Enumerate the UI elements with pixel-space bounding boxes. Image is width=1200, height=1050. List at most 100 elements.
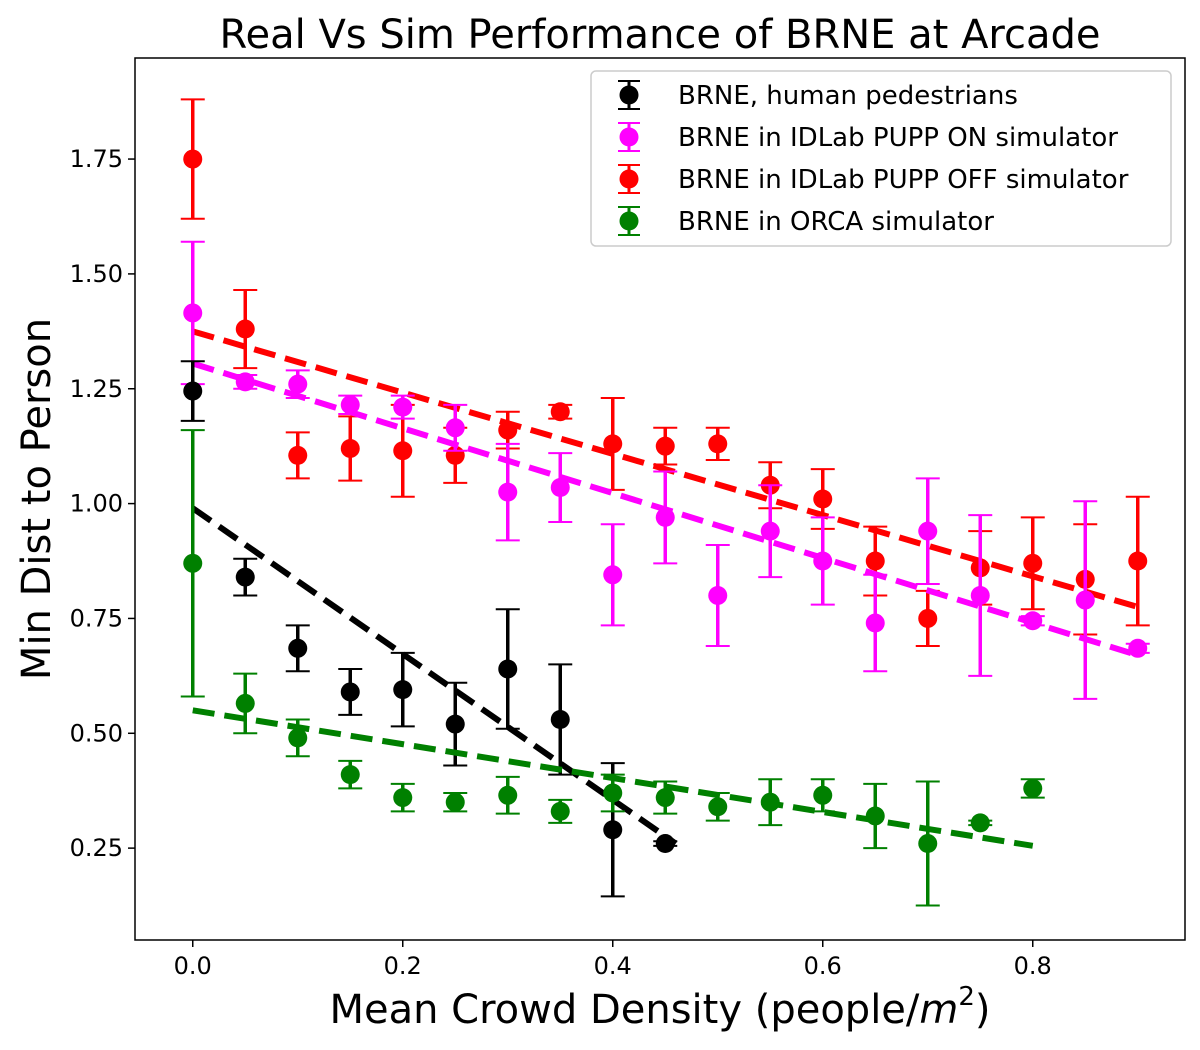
data-point bbox=[288, 728, 308, 748]
chart-title: Real Vs Sim Performance of BRNE at Arcad… bbox=[220, 12, 1101, 58]
data-point bbox=[813, 551, 833, 571]
data-point bbox=[393, 397, 413, 417]
data-point bbox=[918, 608, 938, 628]
legend-label: BRNE in IDLab PUPP OFF simulator bbox=[678, 165, 1129, 195]
x-axis-label-close: ) bbox=[975, 987, 991, 1033]
x-axis-label-unit: m bbox=[919, 987, 958, 1033]
series-brne-in-orca-simulator bbox=[180, 429, 1045, 907]
legend-item: BRNE in IDLab PUPP ON simulator bbox=[618, 122, 1118, 153]
data-point bbox=[550, 402, 570, 422]
data-point bbox=[183, 303, 203, 323]
y-tick-label: 0.50 bbox=[70, 719, 123, 747]
data-point bbox=[393, 788, 413, 808]
data-point bbox=[603, 434, 623, 454]
series-brne-human-pedestrians bbox=[180, 360, 678, 898]
data-point bbox=[550, 478, 570, 498]
data-point bbox=[183, 149, 203, 169]
trend-line bbox=[191, 328, 1139, 610]
legend-item: BRNE in ORCA simulator bbox=[618, 206, 994, 237]
legend-marker bbox=[619, 127, 639, 147]
data-point bbox=[340, 765, 360, 785]
data-point bbox=[865, 551, 885, 571]
legend-item: BRNE, human pedestrians bbox=[618, 80, 1018, 111]
x-axis-label: Mean Crowd Density (people/m2) bbox=[329, 982, 990, 1033]
legend-label: BRNE, human pedestrians bbox=[678, 81, 1018, 111]
data-point bbox=[655, 436, 675, 456]
y-tick-label: 1.75 bbox=[70, 145, 123, 173]
legend: BRNE, human pedestrians BRNE in IDLab PUP… bbox=[590, 70, 1172, 247]
data-point bbox=[288, 374, 308, 394]
trend-line bbox=[191, 505, 678, 846]
data-point bbox=[865, 806, 885, 826]
data-point bbox=[655, 788, 675, 808]
x-tick-label: 0.2 bbox=[384, 952, 422, 980]
data-point bbox=[445, 792, 465, 812]
data-point bbox=[1075, 590, 1095, 610]
y-tick-label: 1.25 bbox=[70, 375, 123, 403]
data-point bbox=[603, 783, 623, 803]
x-tick-label: 0.6 bbox=[804, 952, 842, 980]
data-point bbox=[445, 714, 465, 734]
x-tick-label: 0.4 bbox=[594, 952, 632, 980]
legend-marker bbox=[619, 211, 639, 231]
data-point bbox=[498, 420, 518, 440]
data-point bbox=[550, 710, 570, 729]
data-point bbox=[865, 613, 885, 633]
data-point bbox=[1023, 553, 1043, 573]
data-point bbox=[393, 680, 413, 700]
data-point bbox=[498, 659, 518, 679]
data-point bbox=[340, 682, 360, 702]
data-point bbox=[970, 585, 990, 605]
legend-label: BRNE in IDLab PUPP ON simulator bbox=[678, 123, 1118, 153]
y-tick-label: 0.75 bbox=[70, 604, 123, 632]
data-point bbox=[760, 521, 780, 541]
x-axis: 0.0 0.2 0.4 0.6 0.8 bbox=[174, 940, 1052, 980]
data-point bbox=[1128, 638, 1148, 658]
y-tick-label: 1.00 bbox=[70, 490, 123, 518]
x-tick-label: 0.8 bbox=[1014, 952, 1052, 980]
y-axis: 0.25 0.50 0.75 1.00 1.25 1.50 1.75 bbox=[70, 145, 135, 862]
data-point bbox=[760, 792, 780, 812]
legend-item: BRNE in IDLab PUPP OFF simulator bbox=[618, 164, 1129, 195]
data-point bbox=[550, 801, 570, 821]
data-point bbox=[708, 585, 728, 605]
data-point bbox=[1023, 611, 1043, 631]
data-point bbox=[498, 785, 518, 805]
data-point bbox=[655, 834, 675, 854]
plot-area bbox=[180, 98, 1150, 907]
data-point bbox=[183, 553, 203, 573]
x-axis-label-main: Mean Crowd Density (people/ bbox=[329, 987, 919, 1033]
data-point bbox=[288, 445, 308, 465]
legend-marker bbox=[619, 85, 639, 105]
data-point bbox=[603, 565, 623, 585]
data-point bbox=[813, 489, 833, 509]
x-tick-label: 0.0 bbox=[174, 952, 212, 980]
data-point bbox=[340, 438, 360, 458]
series-brne-in-idlab-pupp-on-simulator bbox=[180, 240, 1150, 700]
data-point bbox=[1128, 551, 1148, 571]
plot-frame bbox=[134, 57, 1186, 941]
x-axis-label-exponent: 2 bbox=[958, 982, 975, 1012]
data-point bbox=[970, 813, 990, 833]
data-point bbox=[708, 434, 728, 454]
data-point bbox=[655, 507, 675, 527]
data-point bbox=[918, 834, 938, 854]
data-point bbox=[235, 372, 255, 392]
data-point bbox=[393, 441, 413, 461]
y-axis-label: Min Dist to Person bbox=[14, 318, 60, 680]
data-point bbox=[445, 418, 465, 438]
trend-line bbox=[192, 707, 1034, 849]
data-point bbox=[498, 482, 518, 502]
legend-label: BRNE in ORCA simulator bbox=[678, 207, 994, 237]
data-point bbox=[603, 820, 623, 840]
data-point bbox=[918, 521, 938, 541]
data-point bbox=[235, 567, 255, 587]
data-point bbox=[813, 785, 833, 805]
data-point bbox=[235, 319, 255, 339]
legend-box bbox=[590, 70, 1172, 247]
y-tick-label: 0.25 bbox=[70, 834, 123, 862]
data-point bbox=[340, 395, 360, 415]
y-tick-label: 1.50 bbox=[70, 260, 123, 288]
data-point bbox=[1023, 778, 1043, 798]
